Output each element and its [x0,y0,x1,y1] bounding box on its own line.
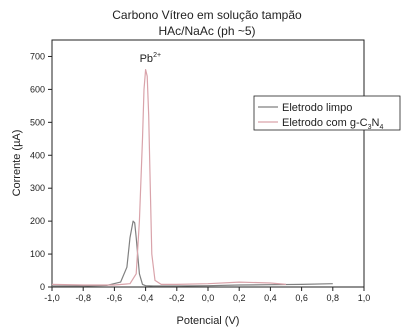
series-line-1 [51,68,287,286]
legend-label-limpo: Eletrodo limpo [282,102,352,114]
x-tick-label: 1,0 [358,293,371,303]
x-tick-label: -0,4 [138,293,154,303]
peak-annotation: Pb2+ [140,52,161,65]
y-tick-label: 400 [30,150,45,160]
legend-label-gc3n4-part2: N [372,117,380,129]
x-tick-label: 0,4 [264,293,277,303]
chart-title: Carbono Vítreo em solução tampão [112,8,302,22]
y-tick-label: 0 [40,282,45,292]
legend-label-gc3n4-sub1: 3 [368,124,372,131]
x-tick-label: 0,2 [233,293,246,303]
y-tick-label: 300 [30,183,45,193]
y-tick-label: 500 [30,117,45,127]
x-tick-label: -1,0 [44,293,60,303]
legend-label-gc3n4: Eletrodo com g-C3N4 [282,117,383,131]
x-tick-label: 0,0 [202,293,215,303]
plot-area-frame [51,39,365,288]
y-tick-label: 100 [30,249,45,259]
annotation-superscript: 2+ [153,52,161,59]
legend: Eletrodo limpo Eletrodo com g-C3N4 [253,95,401,131]
y-axis-label: Corrente (µA) [11,130,23,197]
legend-label-gc3n4-sub2: 4 [379,124,383,131]
x-tick-label: -0,8 [75,293,91,303]
series-line-0 [52,220,333,287]
y-tick-label: 600 [30,84,45,94]
chart-subtitle: HAc/NaAc (ph ~5) [158,24,256,38]
x-tick-label: 0,8 [327,293,340,303]
annotation-main: Pb [140,53,153,65]
x-tick-label: -0,6 [107,293,123,303]
legend-box [253,95,401,131]
legend-label-gc3n4-part1: Eletrodo com g-C [282,117,368,129]
x-tick-label: 0,6 [295,293,308,303]
x-axis-label: Potencial (V) [177,315,240,327]
y-tick-label: 700 [30,51,45,61]
y-tick-label: 200 [30,216,45,226]
axes: -1,0 -0,8 -0,6 -0,4 -0,2 0,0 0,2 0,4 0,6 0,8 1,0 0 1… [30,51,370,303]
series-layer [51,68,333,287]
x-tick-label: -0,2 [169,293,185,303]
